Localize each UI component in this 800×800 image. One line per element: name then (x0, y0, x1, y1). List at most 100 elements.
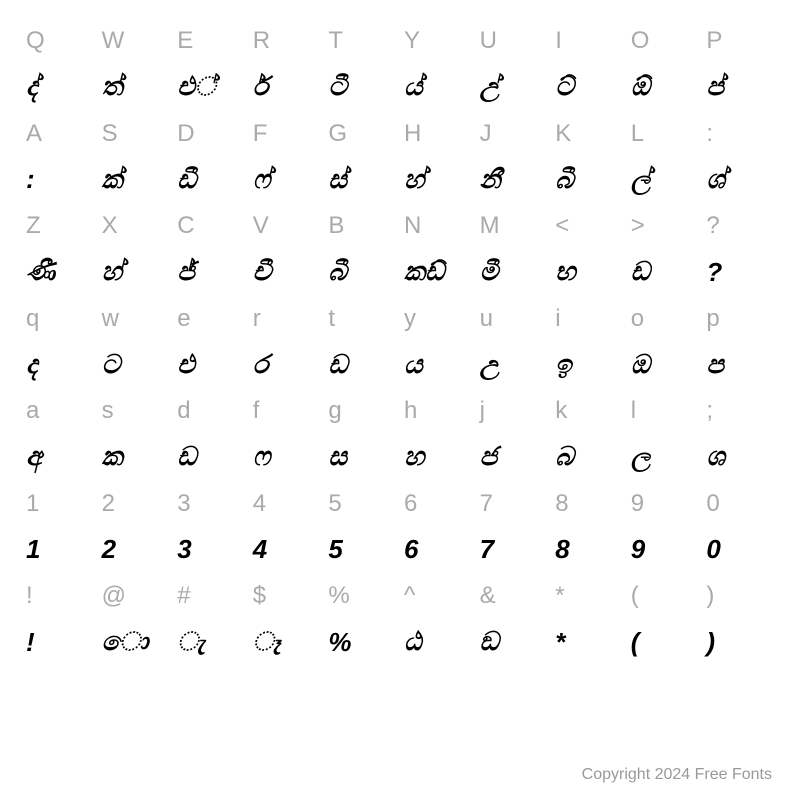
glyph-label: 5 (324, 527, 400, 573)
key-label: B (324, 203, 400, 249)
key-label: > (627, 203, 703, 249)
key-label: t (324, 296, 400, 342)
glyph-label: * (551, 619, 627, 665)
glyph-label: උ් (476, 64, 552, 110)
glyph-label: ට් (551, 64, 627, 110)
glyph-label: ට (98, 342, 174, 388)
key-label: s (98, 388, 174, 434)
key-label: V (249, 203, 325, 249)
key-label: ^ (400, 573, 476, 619)
glyph-label: ? (702, 249, 778, 295)
key-label: * (551, 573, 627, 619)
glyph-label: ) (702, 619, 778, 665)
glyph-label: ො (98, 619, 174, 665)
key-label: R (249, 18, 325, 64)
glyph-label: ල් (627, 157, 703, 203)
key-label: p (702, 296, 778, 342)
glyph-label: අ (22, 434, 98, 480)
key-label: H (400, 111, 476, 157)
glyph-label: කඩ් (400, 249, 476, 295)
glyph-label: 1 (22, 527, 98, 573)
key-label: ; (702, 388, 778, 434)
glyph-label: හ (400, 434, 476, 480)
key-label: r (249, 296, 325, 342)
key-label: h (400, 388, 476, 434)
glyph-label: ක් (98, 157, 174, 203)
key-label: q (22, 296, 98, 342)
key-label: d (173, 388, 249, 434)
glyph-label: ශ් (702, 157, 778, 203)
key-label: 7 (476, 481, 552, 527)
glyph-label: ස (324, 434, 400, 480)
key-label: w (98, 296, 174, 342)
key-label: l (627, 388, 703, 434)
key-label: S (98, 111, 174, 157)
key-label: O (627, 18, 703, 64)
key-label: X (98, 203, 174, 249)
glyph-label: ඩ (324, 342, 400, 388)
key-label: K (551, 111, 627, 157)
key-label: ! (22, 573, 98, 619)
key-label: j (476, 388, 552, 434)
glyph-label: ය (400, 342, 476, 388)
key-label: f (249, 388, 325, 434)
key-label: M (476, 203, 552, 249)
key-label: i (551, 296, 627, 342)
glyph-label: බී (324, 249, 400, 295)
glyph-label: ද් (22, 64, 98, 110)
key-label: a (22, 388, 98, 434)
glyph-label: ෆ (249, 434, 325, 480)
key-label: @ (98, 573, 174, 619)
glyph-label: ැ (173, 619, 249, 665)
glyph-label: එ (173, 342, 249, 388)
glyph-label: ත් (98, 64, 174, 110)
key-label: U (476, 18, 552, 64)
glyph-label: 0 (702, 527, 778, 573)
key-label: 0 (702, 481, 778, 527)
glyph-label: බ (551, 434, 627, 480)
key-label: 5 (324, 481, 400, 527)
glyph-label: ජ (476, 434, 552, 480)
key-label: W (98, 18, 174, 64)
key-label: F (249, 111, 325, 157)
key-label: ? (702, 203, 778, 249)
key-label: < (551, 203, 627, 249)
key-label: : (702, 111, 778, 157)
glyph-label: ක (98, 434, 174, 480)
glyph-label: මී (476, 249, 552, 295)
glyph-label: චී (249, 249, 325, 295)
key-label: D (173, 111, 249, 157)
glyph-label: උ (476, 342, 552, 388)
key-label: u (476, 296, 552, 342)
key-label: # (173, 573, 249, 619)
key-label: 4 (249, 481, 325, 527)
character-map-grid: QWERTYUIOPද්ත්එ්ර්ටීය්උ්ට්ඕප්ASDFGHJKL::… (22, 18, 778, 758)
glyph-label: නී (476, 157, 552, 203)
key-label: T (324, 18, 400, 64)
key-label: 1 (22, 481, 98, 527)
key-label: P (702, 18, 778, 64)
glyph-label: ( (627, 619, 703, 665)
glyph-label: ය් (400, 64, 476, 110)
glyph-label: ප (702, 342, 778, 388)
glyph-label: ස් (324, 157, 400, 203)
key-label: 6 (400, 481, 476, 527)
glyph-label: බී (551, 157, 627, 203)
glyph-label: ඨ (400, 619, 476, 665)
glyph-label: ඉ (551, 342, 627, 388)
key-label: 3 (173, 481, 249, 527)
glyph-label: ණී (22, 249, 98, 295)
key-label: ) (702, 573, 778, 619)
key-label: 8 (551, 481, 627, 527)
glyph-label: හ් (98, 249, 174, 295)
glyph-label: 8 (551, 527, 627, 573)
key-label: E (173, 18, 249, 64)
glyph-label: ල (627, 434, 703, 480)
glyph-label: එ් (173, 64, 249, 110)
glyph-label: 7 (476, 527, 552, 573)
key-label: Q (22, 18, 98, 64)
glyph-label: ද (22, 342, 98, 388)
glyph-label: ෑ (249, 619, 325, 665)
key-label: o (627, 296, 703, 342)
glyph-label: ! (22, 619, 98, 665)
